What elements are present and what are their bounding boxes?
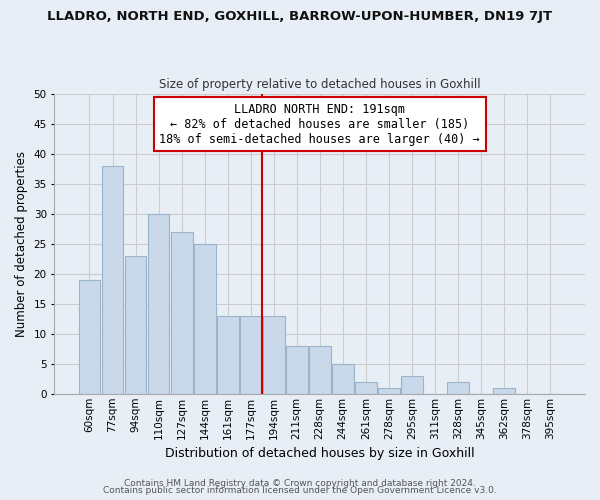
Bar xyxy=(148,214,169,394)
Text: Contains public sector information licensed under the Open Government Licence v3: Contains public sector information licen… xyxy=(103,486,497,495)
Y-axis label: Number of detached properties: Number of detached properties xyxy=(15,150,28,336)
Bar xyxy=(101,166,124,394)
Bar xyxy=(263,316,284,394)
Text: LLADRO NORTH END: 191sqm
← 82% of detached houses are smaller (185)
18% of semi-: LLADRO NORTH END: 191sqm ← 82% of detach… xyxy=(160,102,480,146)
Bar xyxy=(286,346,308,394)
Bar xyxy=(217,316,239,394)
Bar xyxy=(309,346,331,394)
Bar xyxy=(240,316,262,394)
Bar xyxy=(194,244,215,394)
Text: LLADRO, NORTH END, GOXHILL, BARROW-UPON-HUMBER, DN19 7JT: LLADRO, NORTH END, GOXHILL, BARROW-UPON-… xyxy=(47,10,553,23)
Bar xyxy=(125,256,146,394)
Bar xyxy=(170,232,193,394)
Bar xyxy=(79,280,100,394)
Bar xyxy=(378,388,400,394)
Bar xyxy=(493,388,515,394)
Text: Contains HM Land Registry data © Crown copyright and database right 2024.: Contains HM Land Registry data © Crown c… xyxy=(124,478,476,488)
Title: Size of property relative to detached houses in Goxhill: Size of property relative to detached ho… xyxy=(159,78,481,91)
Bar xyxy=(332,364,353,394)
Bar xyxy=(401,376,423,394)
X-axis label: Distribution of detached houses by size in Goxhill: Distribution of detached houses by size … xyxy=(165,447,475,460)
Bar xyxy=(355,382,377,394)
Bar xyxy=(447,382,469,394)
